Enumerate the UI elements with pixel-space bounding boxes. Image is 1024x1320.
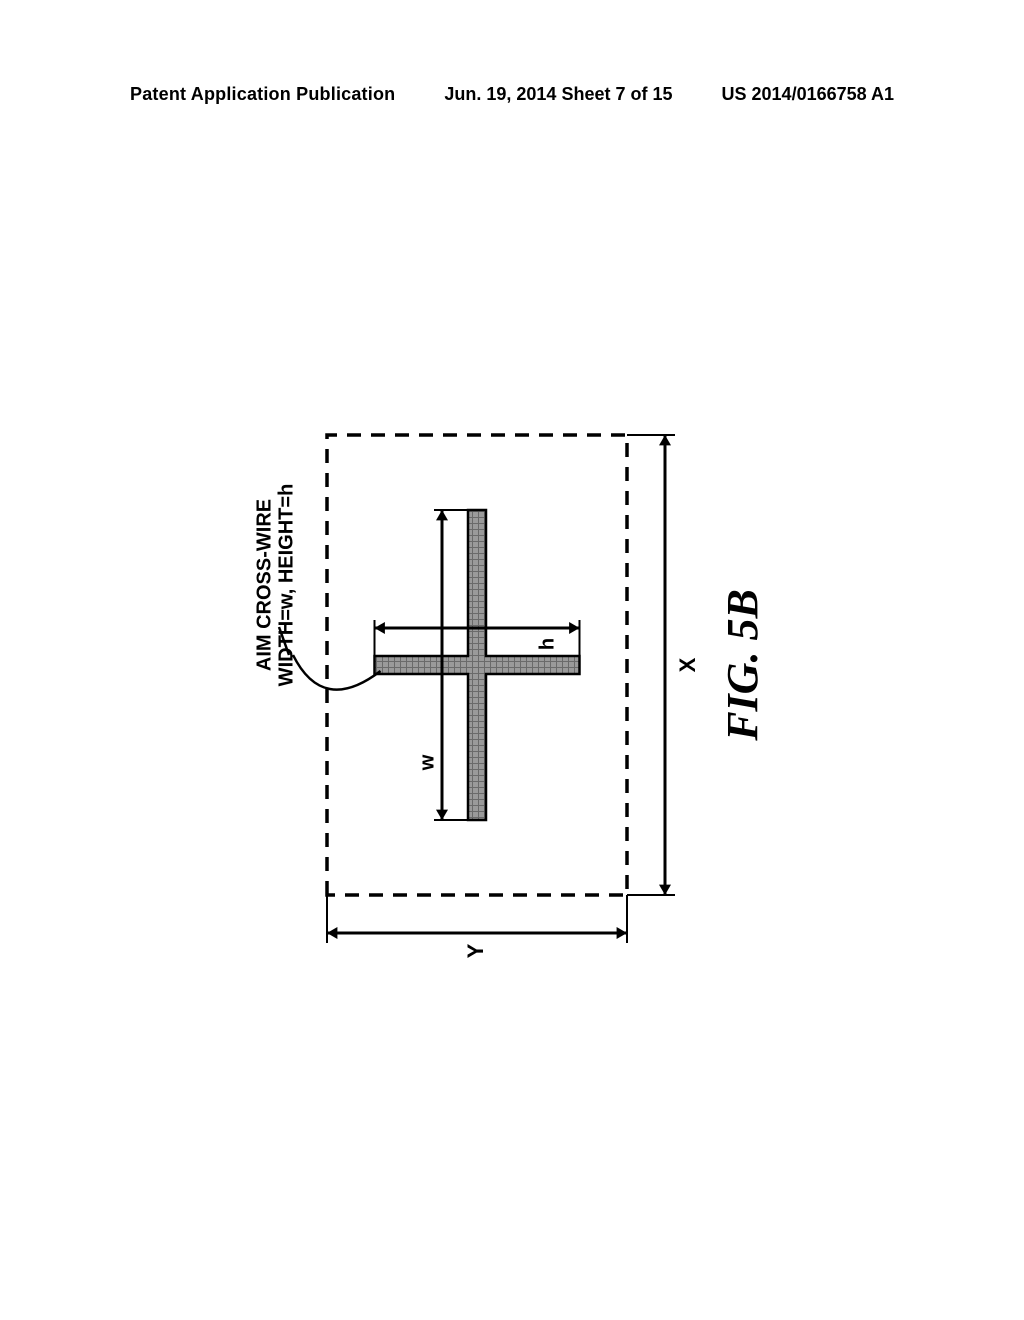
figure-caption: FIG. 5B <box>718 589 767 742</box>
dim-h-label: h <box>537 638 559 650</box>
dim-X-arrow <box>659 435 671 895</box>
header-left: Patent Application Publication <box>130 84 395 105</box>
dim-w-label: w <box>416 754 438 771</box>
figure-5b: YXwhAIM CROSS-WIREWIDTH=w, HEIGHT=hFIG. … <box>232 370 792 1010</box>
aim-cross-wire <box>375 510 580 820</box>
dim-Y-label: Y <box>463 943 488 958</box>
header-right: US 2014/0166758 A1 <box>722 84 894 105</box>
figure-rotated-wrap: YXwhAIM CROSS-WIREWIDTH=w, HEIGHT=hFIG. … <box>232 370 792 1010</box>
page-header: Patent Application Publication Jun. 19, … <box>0 84 1024 105</box>
cross-label-line1: AIM CROSS-WIRE <box>253 499 275 671</box>
dim-Y-arrow <box>327 927 627 939</box>
header-middle: Jun. 19, 2014 Sheet 7 of 15 <box>444 84 672 105</box>
page: Patent Application Publication Jun. 19, … <box>0 0 1024 1320</box>
dim-X-label: X <box>675 657 700 672</box>
label-leader <box>293 655 381 690</box>
